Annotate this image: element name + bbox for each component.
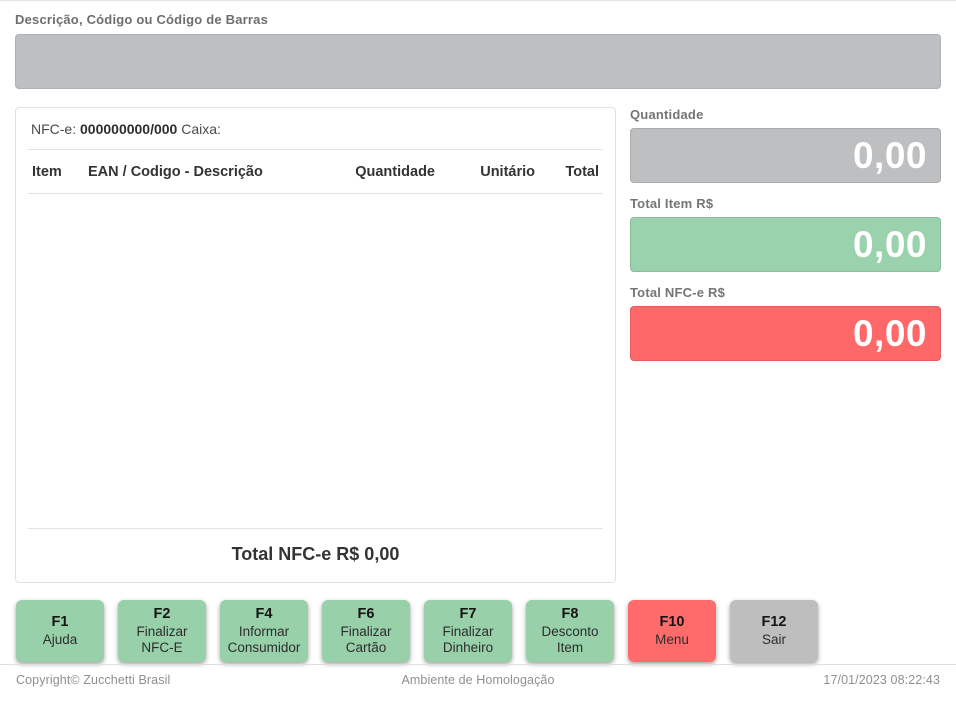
button-key: F8 [561,606,579,623]
item-total-label: Total Item R$ [630,196,714,211]
button-key: F10 [659,614,685,631]
quantity-label: Quantidade [630,107,704,122]
column-header-item: Item [32,164,62,180]
main-area: NFC-e: 000000000/000 Caixa: Item EAN / C… [0,107,956,583]
f7-finalizar-dinheiro-button[interactable]: F7 Finalizar Dinheiro [424,600,512,662]
totals-column: Quantidade 0,00 Total Item R$ 0,00 Total… [630,107,941,583]
button-label: Finalizar Cartão [340,623,392,656]
scan-input[interactable] [15,34,941,89]
column-header-unitario: Unitário [480,164,535,180]
receipt-header: NFC-e: 000000000/000 Caixa: [16,108,615,149]
divider [28,528,603,529]
button-label: Desconto Item [541,623,599,656]
nfce-number: 000000000/000 [80,121,178,137]
f12-sair-button[interactable]: F12 Sair [730,600,818,662]
button-label: Menu [655,632,689,648]
receipt-total-text: Total NFC-e R$ 0,00 [231,544,400,564]
footer-copyright: Copyright© Zucchetti Brasil [16,673,171,687]
quantity-value: 0,00 [630,128,941,183]
column-header-total: Total [565,164,599,180]
f2-finalizar-nfce-button[interactable]: F2 Finalizar NFC-E [118,600,206,662]
button-key: F1 [51,614,69,631]
divider [28,149,603,150]
function-button-row: F1 Ajuda F2 Finalizar NFC-E F4 Informar … [0,600,956,662]
receipt-panel: NFC-e: 000000000/000 Caixa: Item EAN / C… [15,107,616,583]
items-table-header: Item EAN / Codigo - Descrição Quantidade… [16,150,615,193]
button-key: F7 [459,606,477,623]
divider [28,193,603,194]
quantity-group: Quantidade 0,00 [630,107,941,183]
nfce-label: NFC-e: [31,121,77,137]
caixa-label: Caixa: [181,121,221,137]
scan-section: Descrição, Código ou Código de Barras [0,1,956,89]
nfce-total-label: Total NFC-e R$ [630,285,726,300]
button-key: F2 [153,606,171,623]
footer-datetime: 17/01/2023 08:22:43 [823,673,940,687]
item-total-value: 0,00 [630,217,941,272]
scan-field-label: Descrição, Código ou Código de Barras [15,12,268,27]
button-label: Ajuda [42,632,78,648]
f4-informar-consumidor-button[interactable]: F4 Informar Consumidor [220,600,308,662]
items-table-body [16,194,615,528]
nfce-total-group: Total NFC-e R$ 0,00 [630,285,941,361]
column-header-descricao: EAN / Codigo - Descrição [88,164,263,180]
button-key: F12 [761,614,787,631]
item-total-group: Total Item R$ 0,00 [630,196,941,272]
button-key: F4 [255,606,273,623]
column-header-quantidade: Quantidade [355,164,435,180]
button-label: Sair [761,632,786,648]
button-label: Finalizar NFC-E [136,623,188,656]
f1-ajuda-button[interactable]: F1 Ajuda [16,600,104,662]
footer-environment: Ambiente de Homologação [401,673,555,687]
f6-finalizar-cartao-button[interactable]: F6 Finalizar Cartão [322,600,410,662]
button-label: Informar Consumidor [227,623,301,656]
f10-menu-button[interactable]: F10 Menu [628,600,716,662]
button-key: F6 [357,606,375,623]
nfce-total-value: 0,00 [630,306,941,361]
button-label: Finalizar Dinheiro [442,623,494,656]
f8-desconto-item-button[interactable]: F8 Desconto Item [526,600,614,662]
footer: Copyright© Zucchetti Brasil Ambiente de … [0,664,956,701]
